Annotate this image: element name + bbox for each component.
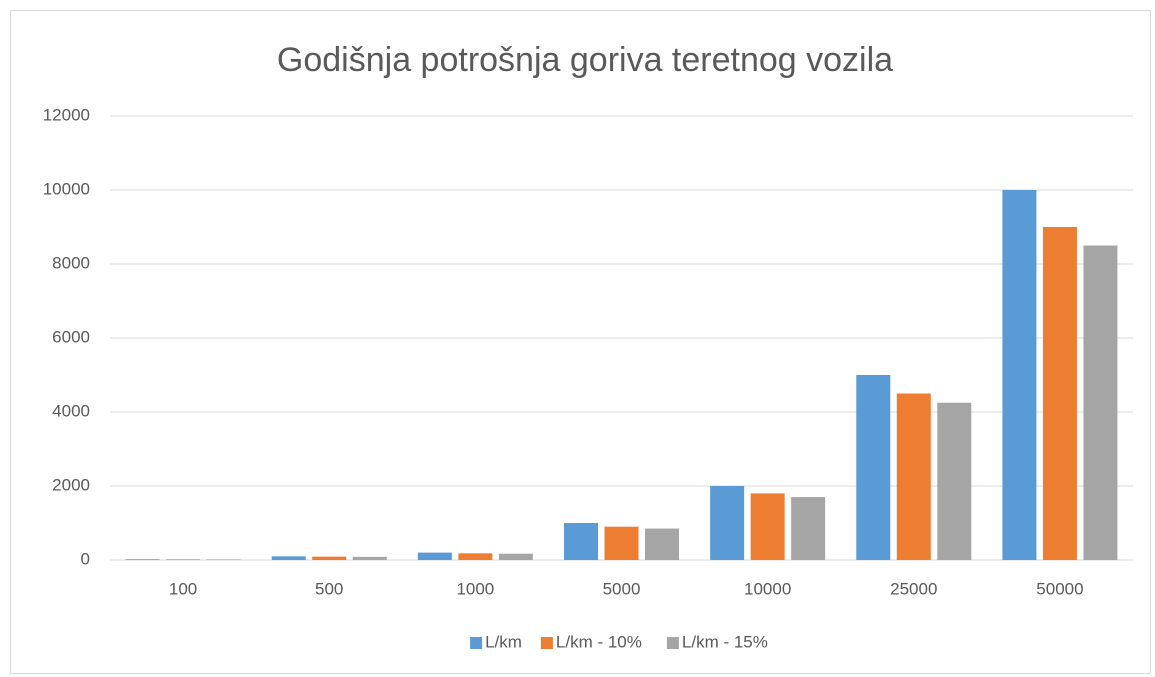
bar (1042, 227, 1077, 560)
bar (312, 556, 347, 560)
x-tick-label: 50000 (1036, 579, 1083, 598)
y-tick-label: 6000 (52, 327, 90, 346)
legend-swatch (470, 637, 483, 649)
bar (750, 493, 785, 560)
bar (271, 556, 306, 560)
bar (645, 528, 679, 560)
y-tick-label: 10000 (43, 179, 90, 198)
bar (937, 402, 972, 560)
legend-label: L/km - 15% (682, 632, 768, 651)
bar (710, 486, 745, 560)
bar (417, 552, 452, 560)
x-tick-label: 5000 (603, 579, 641, 598)
bar (604, 526, 639, 560)
y-tick-label: 4000 (52, 401, 90, 420)
bar (458, 553, 493, 560)
chart-border (10, 10, 1151, 674)
bar (791, 497, 826, 560)
chart-title: Godišnja potrošnja goriva teretnog vozil… (277, 41, 893, 79)
legend-label: L/km (485, 632, 522, 651)
x-tick-label: 1000 (456, 579, 494, 598)
x-tick-label: 25000 (890, 579, 937, 598)
bar (166, 559, 201, 560)
y-tick-label: 0 (81, 549, 90, 568)
legend-swatch (666, 637, 679, 649)
x-tick-label: 500 (315, 579, 343, 598)
bar (498, 553, 533, 560)
y-tick-label: 12000 (43, 105, 90, 124)
x-tick-label: 10000 (744, 579, 791, 598)
bar (896, 393, 931, 560)
y-tick-label: 8000 (52, 253, 90, 272)
bar (352, 556, 387, 560)
bar (1083, 245, 1118, 560)
bar (856, 375, 891, 560)
x-tick-label: 100 (169, 579, 197, 598)
legend-swatch (540, 637, 553, 649)
bar (564, 523, 598, 560)
legend-label: L/km - 10% (556, 632, 642, 651)
y-tick-label: 2000 (52, 475, 90, 494)
bar (206, 559, 241, 560)
bar (1002, 190, 1037, 560)
bar (125, 559, 160, 560)
